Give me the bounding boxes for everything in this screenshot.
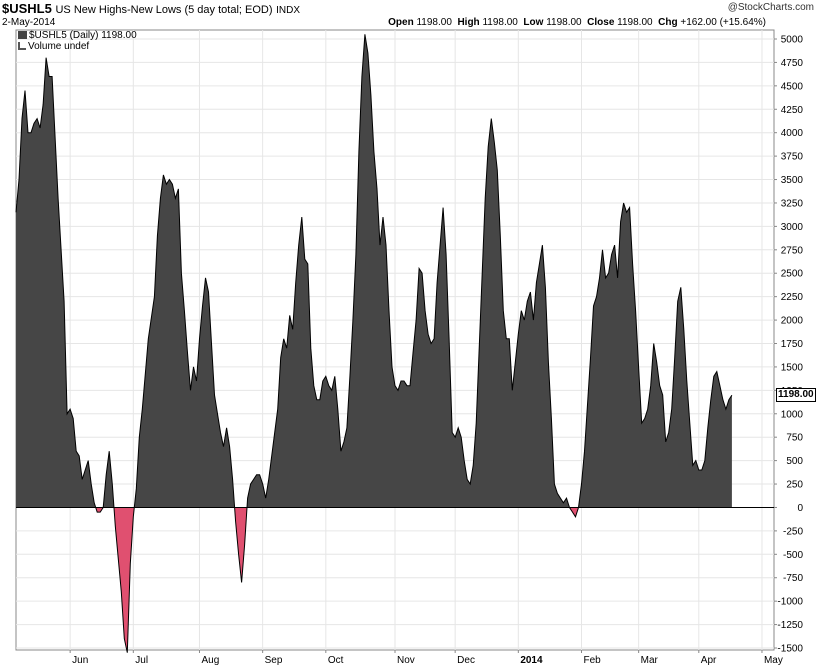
legend-series: $USHL5 (Daily) 1198.00: [18, 30, 137, 41]
x-tick-label: Apr: [701, 655, 717, 666]
ohlc-readout: Open 1198.00 High 1198.00 Low 1198.00 Cl…: [388, 17, 766, 28]
chart-date: 2-May-2014: [2, 17, 56, 28]
y-tick-label: 1000: [781, 409, 804, 420]
positive-area: [16, 34, 732, 508]
y-tick-label: 2250: [781, 292, 804, 303]
x-tick-label: Jul: [135, 655, 148, 666]
y-tick-label: -1000: [777, 597, 803, 608]
chg-value: +162.00 (+15.64%): [680, 17, 766, 28]
y-tick-label: 3500: [781, 175, 804, 186]
exchange: INDX: [276, 5, 301, 16]
x-tick-label: Dec: [457, 655, 475, 666]
volume-bars-icon: [18, 42, 26, 51]
y-tick-label: 3750: [781, 152, 804, 163]
x-tick-label: Feb: [583, 655, 601, 666]
symbol: $USHL5: [2, 1, 52, 16]
y-tick-label: 4250: [781, 105, 804, 116]
legend-volume-label: Volume undef: [28, 41, 90, 52]
y-tick-label: 5000: [781, 35, 804, 46]
y-tick-label: -1500: [777, 644, 803, 655]
symbol-description: US New Highs-New Lows (5 day total; EOD): [55, 4, 273, 16]
y-tick-label: -500: [783, 550, 803, 561]
y-tick-label: -250: [783, 526, 803, 537]
low-value: 1198.00: [546, 17, 582, 28]
open-label: Open: [388, 17, 414, 28]
y-tick-label: 250: [786, 480, 803, 491]
y-tick-label: 4000: [781, 128, 804, 139]
y-tick-label: 2000: [781, 316, 804, 327]
y-tick-label: 3000: [781, 222, 804, 233]
data-line: [15, 34, 733, 653]
low-label: Low: [523, 17, 544, 28]
y-tick-label: 0: [797, 503, 803, 514]
last-value-label: 1198.00: [776, 388, 816, 403]
high-label: High: [457, 17, 480, 28]
y-tick-label: 2750: [781, 245, 804, 256]
y-tick-label: 3250: [781, 198, 804, 209]
y-tick-label: -750: [783, 573, 803, 584]
legend-volume: Volume undef: [18, 41, 89, 52]
close-value: 1198.00: [617, 17, 653, 28]
y-tick-label: 1500: [781, 362, 804, 373]
high-value: 1198.00: [482, 17, 518, 28]
x-tick-label: Mar: [641, 655, 659, 666]
x-tick-label: Sep: [265, 655, 283, 666]
y-tick-label: 750: [786, 433, 803, 444]
legend-series-label: $USHL5 (Daily) 1198.00: [29, 30, 137, 41]
chg-label: Chg: [658, 17, 678, 28]
copyright: @StockCharts.com: [727, 2, 814, 13]
y-tick-label: 4750: [781, 58, 804, 69]
y-tick-label: 500: [786, 456, 803, 467]
x-tick-label: Nov: [397, 655, 415, 666]
x-tick-label: May: [764, 655, 783, 666]
y-tick-label: 4500: [781, 81, 804, 92]
x-tick-label: Aug: [201, 655, 219, 666]
x-tick-label: 2014: [520, 655, 543, 666]
close-label: Close: [587, 17, 615, 28]
chart-symbol-title: $USHL5 US New Highs-New Lows (5 day tota…: [2, 1, 300, 16]
x-tick-label: Oct: [328, 655, 344, 666]
y-tick-label: 1750: [781, 339, 804, 350]
y-tick-label: 2500: [781, 269, 804, 280]
y-tick-label: -1250: [777, 620, 803, 631]
legend-series-icon: [18, 31, 27, 40]
x-tick-label: Jun: [72, 655, 88, 666]
open-value: 1198.00: [416, 17, 452, 28]
